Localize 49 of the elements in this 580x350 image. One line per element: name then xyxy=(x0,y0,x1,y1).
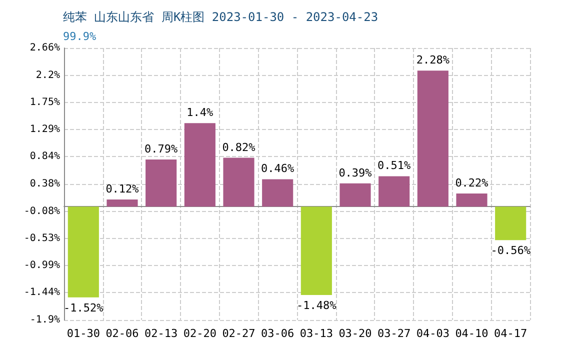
data-label: 0.12% xyxy=(106,182,140,196)
y-tick-label: 2.2% xyxy=(36,70,60,81)
bar xyxy=(146,160,177,207)
x-tick-label: 02-13 xyxy=(144,327,178,340)
x-tick-label: 03-20 xyxy=(338,327,372,340)
data-label: -0.56% xyxy=(490,244,531,258)
bar xyxy=(417,70,448,207)
bar xyxy=(223,158,254,207)
data-label: 2.28% xyxy=(416,54,450,67)
x-tick-label: 03-06 xyxy=(261,327,294,340)
bar xyxy=(262,179,294,207)
x-tick-label: 02-20 xyxy=(183,327,216,340)
bar xyxy=(106,200,138,207)
data-label: 0.79% xyxy=(144,142,178,156)
bar xyxy=(456,194,488,207)
y-tick-label: -1.9% xyxy=(30,314,60,326)
data-label: -1.48% xyxy=(296,298,337,312)
y-tick-label: 2.66% xyxy=(30,42,60,54)
x-tick-label: 02-27 xyxy=(222,327,256,340)
data-label: 0.46% xyxy=(261,162,295,176)
data-label: 0.82% xyxy=(222,140,256,154)
data-label: 0.22% xyxy=(455,176,489,190)
y-tick-label: -0.08% xyxy=(24,206,60,217)
x-tick-label: 04-10 xyxy=(455,327,488,340)
y-tick-label: -0.99% xyxy=(24,260,60,272)
data-label: 0.51% xyxy=(378,159,412,172)
x-tick-label: 04-17 xyxy=(494,327,528,340)
data-label: -1.52% xyxy=(64,301,104,314)
bar xyxy=(495,206,526,240)
chart-subtitle: 99.9% xyxy=(63,30,96,43)
bar xyxy=(184,123,216,207)
y-tick-label: -0.53% xyxy=(24,232,60,244)
y-tick-label: -1.44% xyxy=(24,287,60,298)
x-tick-label: 04-03 xyxy=(416,327,450,340)
x-tick-label: 03-27 xyxy=(378,327,411,340)
x-tick-label: 03-13 xyxy=(300,327,333,340)
y-tick-label: 0.84% xyxy=(30,151,60,162)
y-tick-label: 1.29% xyxy=(30,124,60,136)
bar xyxy=(378,176,410,207)
x-tick-label: 01-30 xyxy=(66,327,100,340)
data-label: 1.4% xyxy=(186,106,214,120)
data-label: 0.39% xyxy=(338,166,372,180)
bar xyxy=(68,206,99,298)
bar xyxy=(340,183,371,207)
bar xyxy=(300,206,332,295)
chart-title: 纯苯 山东山东省 周K柱图 2023-01-30 - 2023-04-23 xyxy=(63,10,378,24)
x-tick-label: 02-06 xyxy=(106,327,139,340)
y-tick-label: 1.75% xyxy=(30,96,60,108)
y-tick-label: 0.38% xyxy=(30,178,60,190)
